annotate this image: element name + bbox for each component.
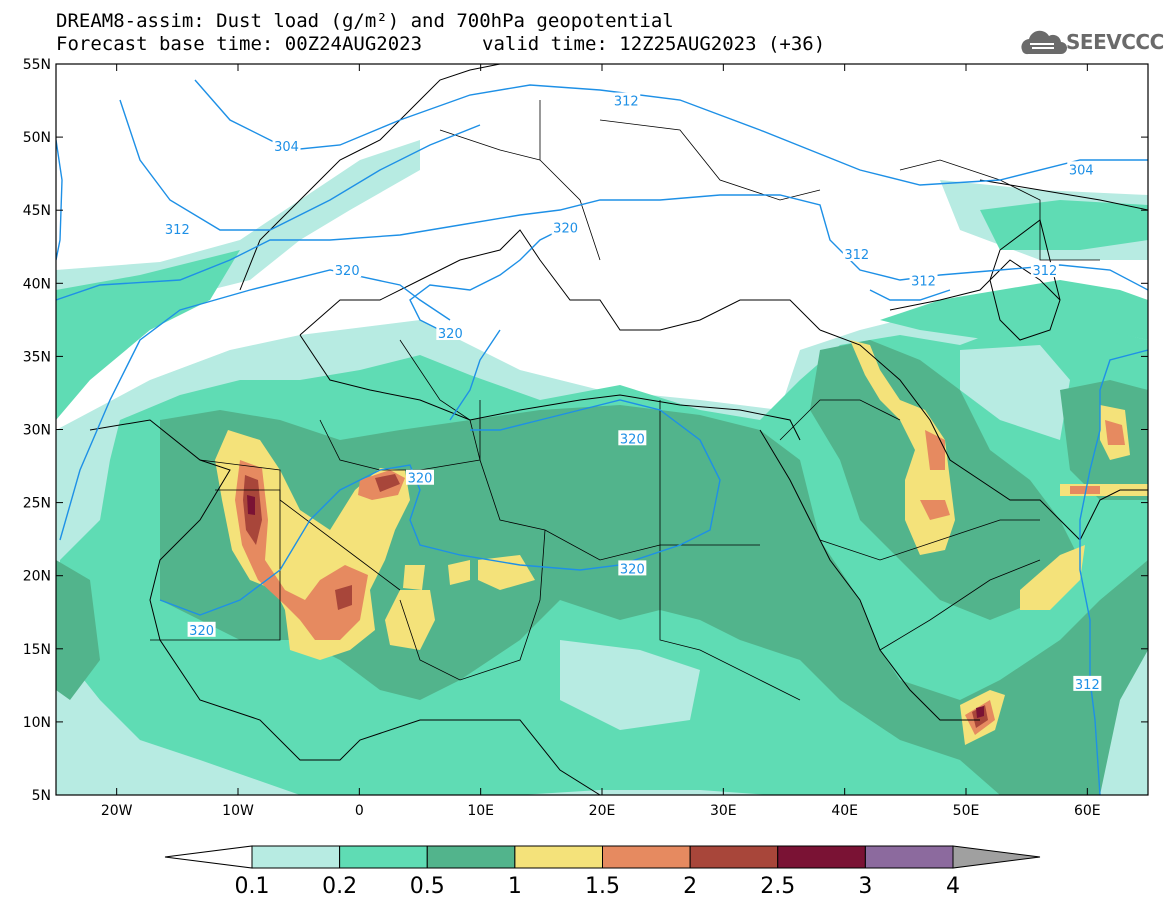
colorbar-over-triangle xyxy=(952,845,1041,869)
lon-tick-label: 40E xyxy=(831,803,858,819)
contour-label-box xyxy=(406,469,434,485)
dust-band-2.5 xyxy=(247,495,984,718)
colorbar-level-label: 0.2 xyxy=(322,874,357,899)
forecast-base-time: Forecast base time: 00Z24AUG2023 xyxy=(56,33,423,55)
colorbar-swatch xyxy=(689,845,779,869)
colorbar-level-label: 2.5 xyxy=(760,874,795,899)
coastlines xyxy=(89,64,1148,795)
colorbar-level-label: 4 xyxy=(946,874,960,899)
lon-tick-label: 50E xyxy=(953,803,980,819)
contour-label: 320 xyxy=(408,472,433,487)
valid-time: valid time: 12Z25AUG2023 (+36) xyxy=(482,33,826,55)
contour-label: 312 xyxy=(844,248,869,263)
colorbar-swatch xyxy=(602,845,691,869)
contour-label: 320 xyxy=(553,222,578,237)
colorbar-level-label: 1 xyxy=(508,874,522,899)
cloud-icon xyxy=(1021,30,1067,55)
colorbar-level-label: 1.5 xyxy=(585,874,620,899)
colorbar-swatch xyxy=(514,845,603,869)
country-borders xyxy=(150,100,1100,701)
lat-tick-label: 20N xyxy=(23,569,51,585)
contour-label-box xyxy=(618,430,647,446)
lon-tick-label: 10E xyxy=(467,803,494,819)
contour-label-box xyxy=(618,560,647,576)
colorbar-swatch xyxy=(426,845,516,869)
lat-tick-label: 10N xyxy=(23,715,51,731)
lat-tick-label: 25N xyxy=(23,496,51,512)
lat-tick-label: 35N xyxy=(23,349,51,365)
colorbar: 0.1 0.2 0.5 1 1.5 2 2.5 3 4 xyxy=(164,845,1041,899)
lat-tick-label: 50N xyxy=(23,130,51,146)
contour-label-box xyxy=(909,272,938,288)
clear-areas-white xyxy=(960,345,1070,440)
contour-label: 312 xyxy=(1032,264,1057,279)
lat-tick-label: 55N xyxy=(23,57,51,73)
contour-labels: 312 304 312 320 320 320 320 320 320 320 312 312 312 3… xyxy=(163,92,1102,693)
contour-label-box xyxy=(1073,675,1102,691)
contour-label-box xyxy=(551,219,580,235)
colorbar-level-label: 0.1 xyxy=(235,874,270,899)
lat-tick-label: 5N xyxy=(32,788,51,804)
colorbar-level-label: 3 xyxy=(858,874,872,899)
contour-label: 312 xyxy=(911,274,936,289)
colorbar-level-label: 2 xyxy=(683,874,697,899)
contour-label-box xyxy=(163,221,192,237)
lon-tick-label: 10W xyxy=(222,803,254,819)
lon-tick-label: 20W xyxy=(101,803,133,819)
contour-label-box xyxy=(272,137,301,153)
lon-tick-label: 20E xyxy=(589,803,616,819)
contour-label: 320 xyxy=(335,264,360,279)
contour-label-box xyxy=(187,621,216,637)
lon-tick-label: 60E xyxy=(1074,803,1101,819)
contour-label-box xyxy=(612,92,641,108)
lon-tick-label: 0 xyxy=(355,803,364,819)
contour-label-box xyxy=(1030,262,1059,278)
seevccc-logo: SEEVCCC xyxy=(1066,30,1164,54)
contour-label: 304 xyxy=(1069,163,1094,178)
colorbar-swatch xyxy=(777,845,866,869)
contour-label: 304 xyxy=(274,140,299,155)
colorbar-level-label: 0.5 xyxy=(410,874,445,899)
lon-tick-label: 30E xyxy=(710,803,737,819)
contour-label: 320 xyxy=(620,432,645,447)
contour-label: 312 xyxy=(1075,678,1100,693)
colorbar-swatch xyxy=(864,845,954,869)
geopotential-contours xyxy=(56,79,1148,795)
colorbar-under-triangle xyxy=(164,845,253,869)
colorbar-swatch xyxy=(339,845,428,869)
lat-tick-label: 45N xyxy=(23,203,51,219)
axis-ticks: 55N 50N 45N 40N 35N 30N 25N 20N 15N 10N 5N 20W 10W 0 1… xyxy=(23,57,1148,819)
contour-label: 320 xyxy=(438,327,463,342)
contour-label: 320 xyxy=(189,624,214,639)
map-title: DREAM8-assim: Dust load (g/m²) and 700hP… xyxy=(56,10,674,32)
contour-label-box xyxy=(842,246,871,262)
contour-label-box xyxy=(1067,161,1096,177)
contour-label-box xyxy=(436,325,465,341)
contour-label: 312 xyxy=(614,95,639,110)
lat-tick-label: 15N xyxy=(23,642,51,658)
contour-label-box xyxy=(333,262,362,278)
lat-tick-label: 30N xyxy=(23,423,51,439)
lat-tick-label: 40N xyxy=(23,276,51,292)
colorbar-swatch xyxy=(251,845,341,869)
contour-label: 320 xyxy=(620,562,645,577)
contour-label: 312 xyxy=(165,223,190,238)
